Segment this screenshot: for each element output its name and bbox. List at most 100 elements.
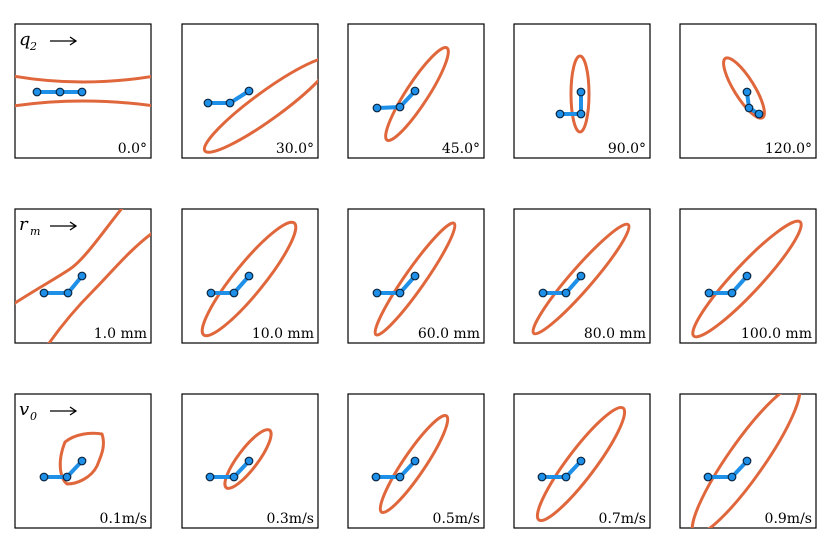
panel-value-label: 0.1m/s [100, 511, 147, 527]
panel-value-label: 45.0° [442, 141, 480, 157]
right-arrow-icon [50, 36, 78, 46]
robot-arm-joint-2 [576, 456, 586, 466]
manipulability-ellipse [690, 394, 802, 528]
panel-value-label: 0.5m/s [433, 511, 480, 527]
panel-q-4: 120.0° [679, 23, 817, 159]
robot-arm-joint-1 [576, 109, 586, 119]
robot-arm-joint-1 [727, 288, 737, 298]
panel-v-4: 0.9m/s [679, 393, 817, 529]
robot-arm-joint-2 [410, 456, 420, 466]
manipulability-curve-lower [15, 99, 151, 108]
robot-arm-joint-1 [727, 472, 737, 482]
robot-arm-joint-0 [206, 288, 216, 298]
right-arrow-icon [50, 221, 78, 231]
robot-arm-joint-2 [77, 456, 87, 466]
panel-q-0: 0.0° q 2 [14, 23, 152, 159]
manipulability-curve-upper [15, 209, 124, 305]
robot-arm-joint-2 [244, 271, 254, 281]
panel-v-0: 0.1m/s v 0 [14, 393, 152, 529]
robot-arm-joint-0 [39, 288, 49, 298]
panel-value-label: 120.0° [765, 141, 812, 157]
row-symbol: r [19, 214, 29, 235]
panel-q-2: 45.0° [347, 23, 485, 159]
manipulability-ellipse [535, 405, 627, 523]
robot-arm-joint-1 [395, 472, 405, 482]
robot-arm-joint-2 [244, 456, 254, 466]
row-subscript: 0 [30, 410, 37, 423]
panel-v-3: 0.7m/s [513, 393, 651, 529]
robot-arm-joint-0 [203, 98, 213, 108]
panel-value-label: 80.0 mm [584, 326, 646, 342]
robot-arm-joint-0 [371, 472, 381, 482]
panel-value-label: 0.7m/s [599, 511, 646, 527]
robot-arm-joint-1 [55, 87, 65, 97]
panel-r-3: 80.0 mm [513, 208, 651, 344]
right-arrow-icon [50, 406, 78, 416]
robot-arm-joint-1 [229, 288, 239, 298]
robot-arm-joint-2 [77, 271, 87, 281]
panel-value-label: 10.0 mm [252, 326, 314, 342]
robot-arm-joint-2 [576, 87, 586, 97]
panel-r-1: 10.0 mm [181, 208, 319, 344]
manipulability-ellipse [384, 45, 450, 143]
manipulability-ellipse [202, 56, 318, 154]
robot-arm-joint-2 [576, 271, 586, 281]
row-subscript: 2 [29, 40, 37, 53]
manipulability-curve-lower [47, 232, 151, 343]
robot-arm-joint-0 [372, 103, 382, 113]
panel-v-2: 0.5m/s [347, 393, 485, 529]
row-symbol: v [19, 399, 29, 420]
panel-r-0: 1.0 mm r m [14, 208, 152, 344]
robot-arm-joint-1 [395, 102, 405, 112]
robot-arm-joint-1 [63, 288, 73, 298]
robot-arm-joint-0 [703, 472, 713, 482]
robot-arm-joint-1 [744, 103, 754, 113]
robot-arm-joint-0 [39, 472, 49, 482]
panel-q-3: 90.0° [513, 23, 651, 159]
row-subscript: m [30, 225, 40, 238]
robot-arm-joint-0 [32, 87, 42, 97]
manipulability-ellipse [378, 414, 450, 514]
robot-arm-joint-2 [742, 271, 752, 281]
robot-arm-joint-0 [372, 288, 382, 298]
panel-value-label: 1.0 mm [94, 326, 147, 342]
robot-arm-joint-1 [225, 98, 235, 108]
robot-arm-joint-0 [754, 109, 764, 119]
panel-value-label: 0.3m/s [267, 511, 314, 527]
manipulability-ellipse [722, 56, 766, 120]
robot-arm-joint-0 [205, 472, 215, 482]
manipulability-ellipse [531, 222, 631, 336]
robot-arm-joint-2 [410, 271, 420, 281]
panel-value-label: 0.0° [118, 141, 147, 157]
panel-value-label: 0.9m/s [765, 511, 812, 527]
robot-arm-joint-1 [395, 288, 405, 298]
panel-v-1: 0.3m/s [181, 393, 319, 529]
robot-arm-joint-0 [537, 472, 547, 482]
robot-arm-joint-0 [538, 288, 548, 298]
robot-arm-joint-1 [561, 288, 571, 298]
robot-arm-joint-1 [229, 472, 239, 482]
robot-arm-joint-1 [62, 472, 72, 482]
panel-r-2: 60.0 mm [347, 208, 485, 344]
panel-value-label: 100.0 mm [741, 326, 812, 342]
panel-value-label: 30.0° [276, 141, 314, 157]
panel-r-4: 100.0 mm [679, 208, 817, 344]
robot-arm-joint-2 [410, 86, 420, 96]
manipulability-ellipse [691, 219, 803, 339]
panel-value-label: 90.0° [608, 141, 646, 157]
manipulability-ellipse [223, 428, 273, 490]
robot-arm-joint-2 [77, 87, 87, 97]
row-symbol: q [19, 29, 31, 50]
robot-arm-joint-2 [244, 86, 254, 96]
robot-arm-joint-2 [742, 456, 752, 466]
panel-value-label: 60.0 mm [418, 326, 480, 342]
robot-arm-joint-0 [555, 109, 565, 119]
manipulability-curve-upper [15, 74, 151, 84]
panel-q-1: 30.0° [181, 23, 319, 159]
manipulability-ellipse [569, 54, 591, 134]
robot-arm-joint-0 [704, 288, 714, 298]
